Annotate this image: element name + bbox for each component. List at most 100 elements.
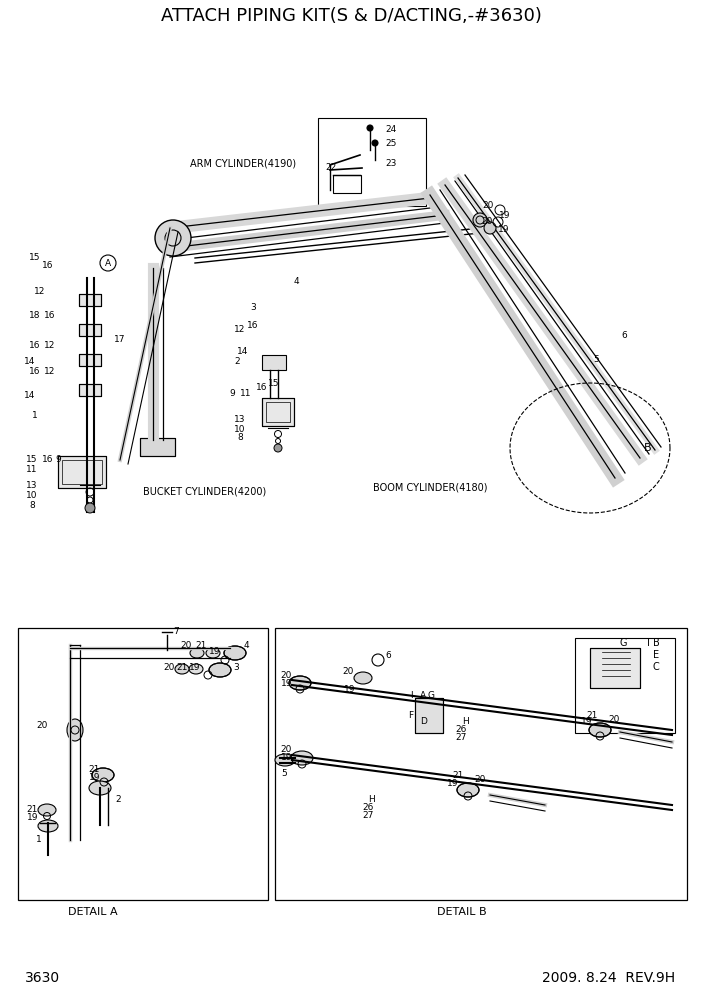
- Bar: [79, 294, 101, 306]
- Text: 19: 19: [208, 648, 220, 657]
- Ellipse shape: [89, 781, 111, 795]
- Bar: [79, 354, 101, 366]
- Text: 12: 12: [34, 288, 46, 297]
- Circle shape: [484, 222, 496, 234]
- Bar: [266, 402, 290, 422]
- Bar: [415, 698, 443, 733]
- Circle shape: [372, 140, 378, 146]
- Text: 13: 13: [26, 481, 38, 490]
- Ellipse shape: [67, 719, 83, 741]
- Text: 20: 20: [474, 775, 485, 784]
- Text: 19: 19: [498, 224, 510, 233]
- Text: DETAIL B: DETAIL B: [437, 907, 486, 917]
- Text: 5: 5: [281, 769, 287, 778]
- Bar: [590, 648, 640, 688]
- Bar: [262, 355, 286, 370]
- Bar: [140, 438, 175, 456]
- Text: 26: 26: [455, 725, 466, 734]
- Text: 20: 20: [281, 746, 292, 755]
- Text: 27: 27: [455, 733, 466, 742]
- Text: 8: 8: [237, 434, 243, 442]
- Text: D: D: [420, 717, 427, 726]
- Ellipse shape: [275, 754, 295, 766]
- Text: 20: 20: [482, 217, 493, 226]
- Text: 20: 20: [164, 664, 175, 673]
- Text: 19: 19: [581, 717, 592, 726]
- Text: 1: 1: [32, 411, 38, 420]
- Text: 2009. 8.24  REV.9H: 2009. 8.24 REV.9H: [542, 971, 675, 985]
- Bar: [262, 398, 294, 426]
- Text: 4: 4: [293, 278, 299, 287]
- Text: 20: 20: [482, 200, 494, 209]
- Text: 6: 6: [621, 330, 627, 339]
- Text: A: A: [105, 259, 111, 268]
- Text: 4: 4: [244, 641, 250, 650]
- Text: 16: 16: [29, 340, 41, 349]
- Text: 20: 20: [180, 641, 192, 650]
- Text: 27: 27: [362, 811, 373, 820]
- Text: 2: 2: [234, 357, 240, 366]
- Text: 15: 15: [29, 253, 41, 262]
- Circle shape: [367, 125, 373, 131]
- Text: 19: 19: [189, 664, 200, 673]
- Text: 18: 18: [29, 310, 41, 319]
- Text: 20: 20: [281, 671, 292, 680]
- Text: 8: 8: [29, 502, 35, 511]
- Bar: [18, 628, 268, 900]
- Text: 19: 19: [499, 210, 511, 219]
- Text: G: G: [620, 638, 628, 648]
- Text: 11: 11: [26, 465, 38, 474]
- Text: 3: 3: [233, 664, 239, 673]
- Text: H: H: [462, 717, 469, 726]
- Text: 20: 20: [36, 721, 47, 730]
- Text: 19: 19: [281, 679, 292, 687]
- Text: BUCKET CYLINDER(4200): BUCKET CYLINDER(4200): [143, 487, 266, 497]
- Bar: [79, 354, 101, 366]
- Bar: [415, 698, 443, 733]
- Text: 3: 3: [250, 304, 256, 312]
- Text: 6: 6: [385, 651, 391, 660]
- Text: 15: 15: [26, 455, 38, 464]
- Ellipse shape: [189, 664, 203, 674]
- Text: 3630: 3630: [25, 971, 60, 985]
- Ellipse shape: [224, 646, 246, 660]
- Bar: [79, 384, 101, 396]
- Text: 21: 21: [177, 664, 188, 673]
- Ellipse shape: [38, 820, 58, 832]
- Text: 12: 12: [234, 325, 246, 334]
- Circle shape: [473, 213, 487, 227]
- Text: 2: 2: [115, 796, 121, 805]
- Bar: [79, 324, 101, 336]
- Text: 24: 24: [385, 126, 396, 135]
- Text: 14: 14: [25, 391, 36, 400]
- Ellipse shape: [190, 648, 204, 658]
- Circle shape: [85, 503, 95, 513]
- Text: I: I: [647, 638, 649, 648]
- Text: 11: 11: [240, 390, 252, 399]
- Text: 20: 20: [343, 668, 354, 677]
- Bar: [62, 460, 102, 484]
- Text: 17: 17: [114, 335, 126, 344]
- Ellipse shape: [457, 783, 479, 797]
- Text: ATTACH PIPING KIT(S & D/ACTING,-#3630): ATTACH PIPING KIT(S & D/ACTING,-#3630): [161, 7, 541, 25]
- Ellipse shape: [92, 768, 114, 782]
- Text: E: E: [653, 650, 659, 660]
- Text: A: A: [420, 690, 426, 699]
- Ellipse shape: [206, 648, 220, 658]
- Text: 22: 22: [325, 163, 336, 172]
- Text: G: G: [427, 690, 434, 699]
- Bar: [140, 438, 175, 456]
- Bar: [79, 384, 101, 396]
- Bar: [79, 294, 101, 306]
- Text: 19: 19: [343, 685, 355, 694]
- Ellipse shape: [175, 664, 189, 674]
- Bar: [318, 118, 426, 206]
- Bar: [575, 638, 675, 733]
- Text: DETAIL A: DETAIL A: [68, 907, 118, 917]
- Text: BOOM CYLINDER(4180): BOOM CYLINDER(4180): [373, 483, 487, 493]
- Text: 16: 16: [29, 367, 41, 377]
- Text: ARM CYLINDER(4190): ARM CYLINDER(4190): [190, 158, 296, 168]
- Text: 25: 25: [385, 139, 397, 148]
- Circle shape: [155, 220, 191, 256]
- Ellipse shape: [291, 751, 313, 765]
